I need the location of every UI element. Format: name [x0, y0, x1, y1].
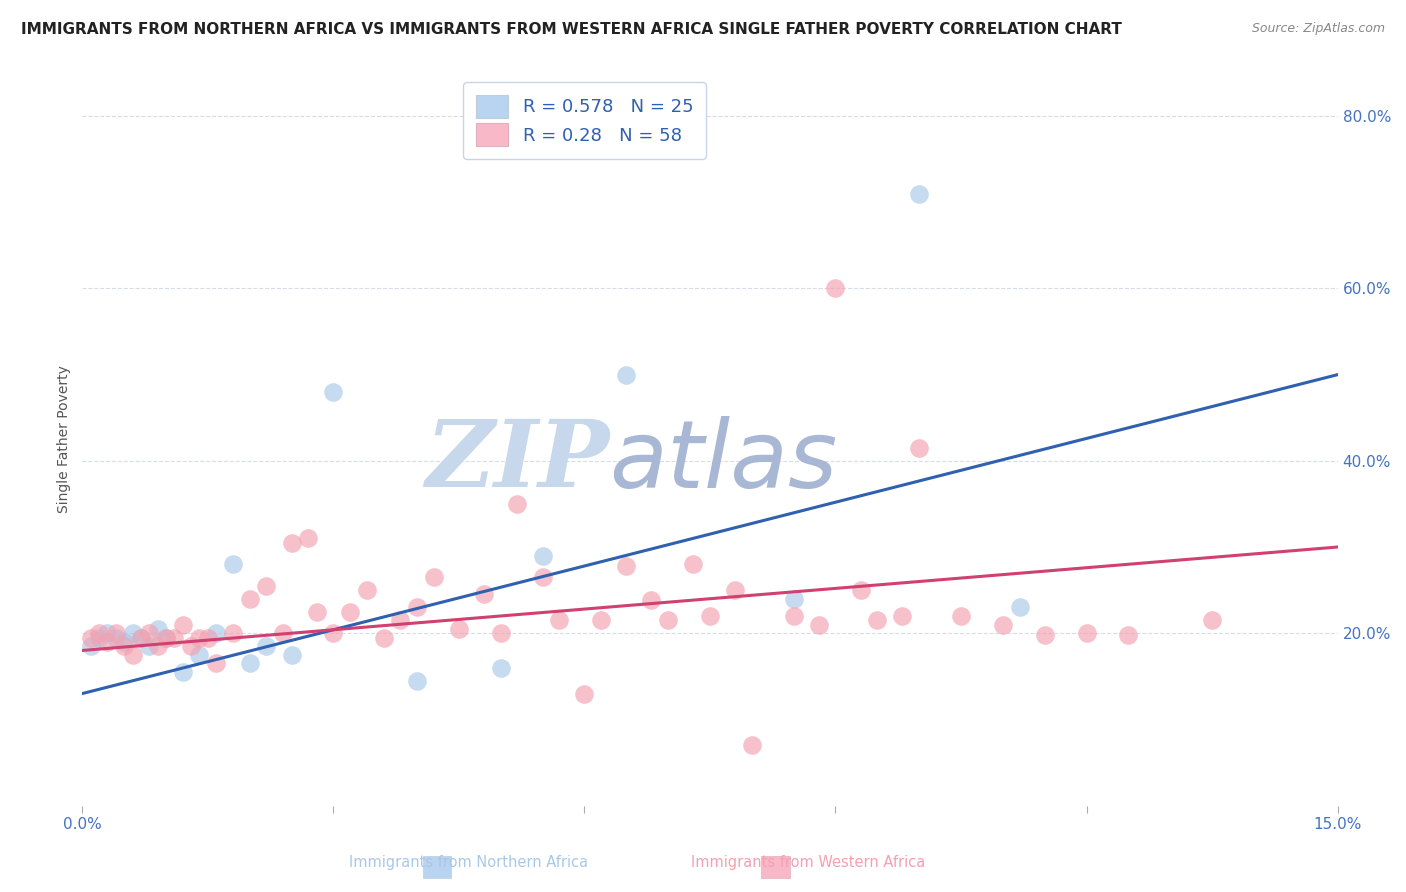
Point [138, 639, 160, 653]
Point [239, 591, 262, 606]
Point [297, 532, 319, 546]
Point [614, 368, 637, 382]
Point [1118, 628, 1140, 642]
Point [824, 281, 846, 295]
Point [197, 631, 219, 645]
Point [155, 631, 177, 645]
Point [104, 626, 127, 640]
Point [908, 186, 931, 201]
Point [406, 600, 429, 615]
Point [138, 626, 160, 640]
Point [866, 613, 889, 627]
Point [657, 613, 679, 627]
Point [155, 631, 177, 645]
Point [782, 609, 804, 624]
Point [222, 558, 245, 572]
Point [322, 384, 344, 399]
Point [682, 558, 704, 572]
Point [406, 673, 429, 688]
Text: Immigrants from Western Africa: Immigrants from Western Africa [690, 855, 925, 870]
Point [104, 631, 127, 645]
Point [472, 587, 495, 601]
Point [591, 613, 613, 627]
Point [548, 613, 571, 627]
Point [305, 605, 328, 619]
Point [280, 535, 302, 549]
Point [447, 622, 470, 636]
Text: atlas: atlas [610, 416, 838, 507]
Point [640, 593, 662, 607]
Point [180, 639, 202, 653]
Point [356, 583, 378, 598]
Point [205, 657, 228, 671]
Point [849, 583, 872, 598]
Legend: R = 0.578   N = 25, R = 0.28   N = 58: R = 0.578 N = 25, R = 0.28 N = 58 [463, 82, 706, 159]
Point [188, 648, 211, 662]
Point [724, 583, 747, 598]
Point [908, 441, 931, 455]
Text: Source: ZipAtlas.com: Source: ZipAtlas.com [1251, 22, 1385, 36]
Point [121, 648, 143, 662]
Point [146, 639, 169, 653]
Point [188, 631, 211, 645]
Point [280, 648, 302, 662]
Point [531, 549, 554, 563]
Point [79, 631, 101, 645]
Point [991, 617, 1014, 632]
Point [389, 613, 412, 627]
Point [79, 639, 101, 653]
Point [112, 639, 135, 653]
Point [96, 626, 118, 640]
Point [531, 570, 554, 584]
Text: IMMIGRANTS FROM NORTHERN AFRICA VS IMMIGRANTS FROM WESTERN AFRICA SINGLE FATHER : IMMIGRANTS FROM NORTHERN AFRICA VS IMMIG… [21, 22, 1122, 37]
Point [373, 631, 395, 645]
Text: ZIP: ZIP [425, 417, 610, 507]
Point [699, 609, 721, 624]
Point [1033, 628, 1056, 642]
Point [891, 609, 914, 624]
Point [807, 617, 830, 632]
Point [423, 570, 446, 584]
Point [1008, 600, 1031, 615]
Point [254, 639, 277, 653]
Text: Immigrants from Northern Africa: Immigrants from Northern Africa [349, 855, 589, 870]
Point [271, 626, 294, 640]
Point [950, 609, 973, 624]
Point [205, 626, 228, 640]
Point [129, 631, 152, 645]
Point [614, 559, 637, 574]
Point [254, 579, 277, 593]
Point [489, 626, 512, 640]
Point [506, 497, 529, 511]
Point [1201, 613, 1223, 627]
Point [222, 626, 245, 640]
Point [574, 687, 596, 701]
Point [741, 738, 763, 752]
Point [146, 622, 169, 636]
Point [239, 657, 262, 671]
Point [1076, 626, 1098, 640]
Point [782, 591, 804, 606]
Point [339, 605, 361, 619]
Point [172, 665, 194, 679]
Point [121, 626, 143, 640]
Point [129, 631, 152, 645]
Point [112, 635, 135, 649]
Point [87, 631, 110, 645]
Point [322, 626, 344, 640]
Point [96, 635, 118, 649]
Point [489, 661, 512, 675]
Point [163, 631, 186, 645]
Point [87, 626, 110, 640]
Y-axis label: Single Father Poverty: Single Father Poverty [58, 366, 72, 513]
Point [172, 617, 194, 632]
